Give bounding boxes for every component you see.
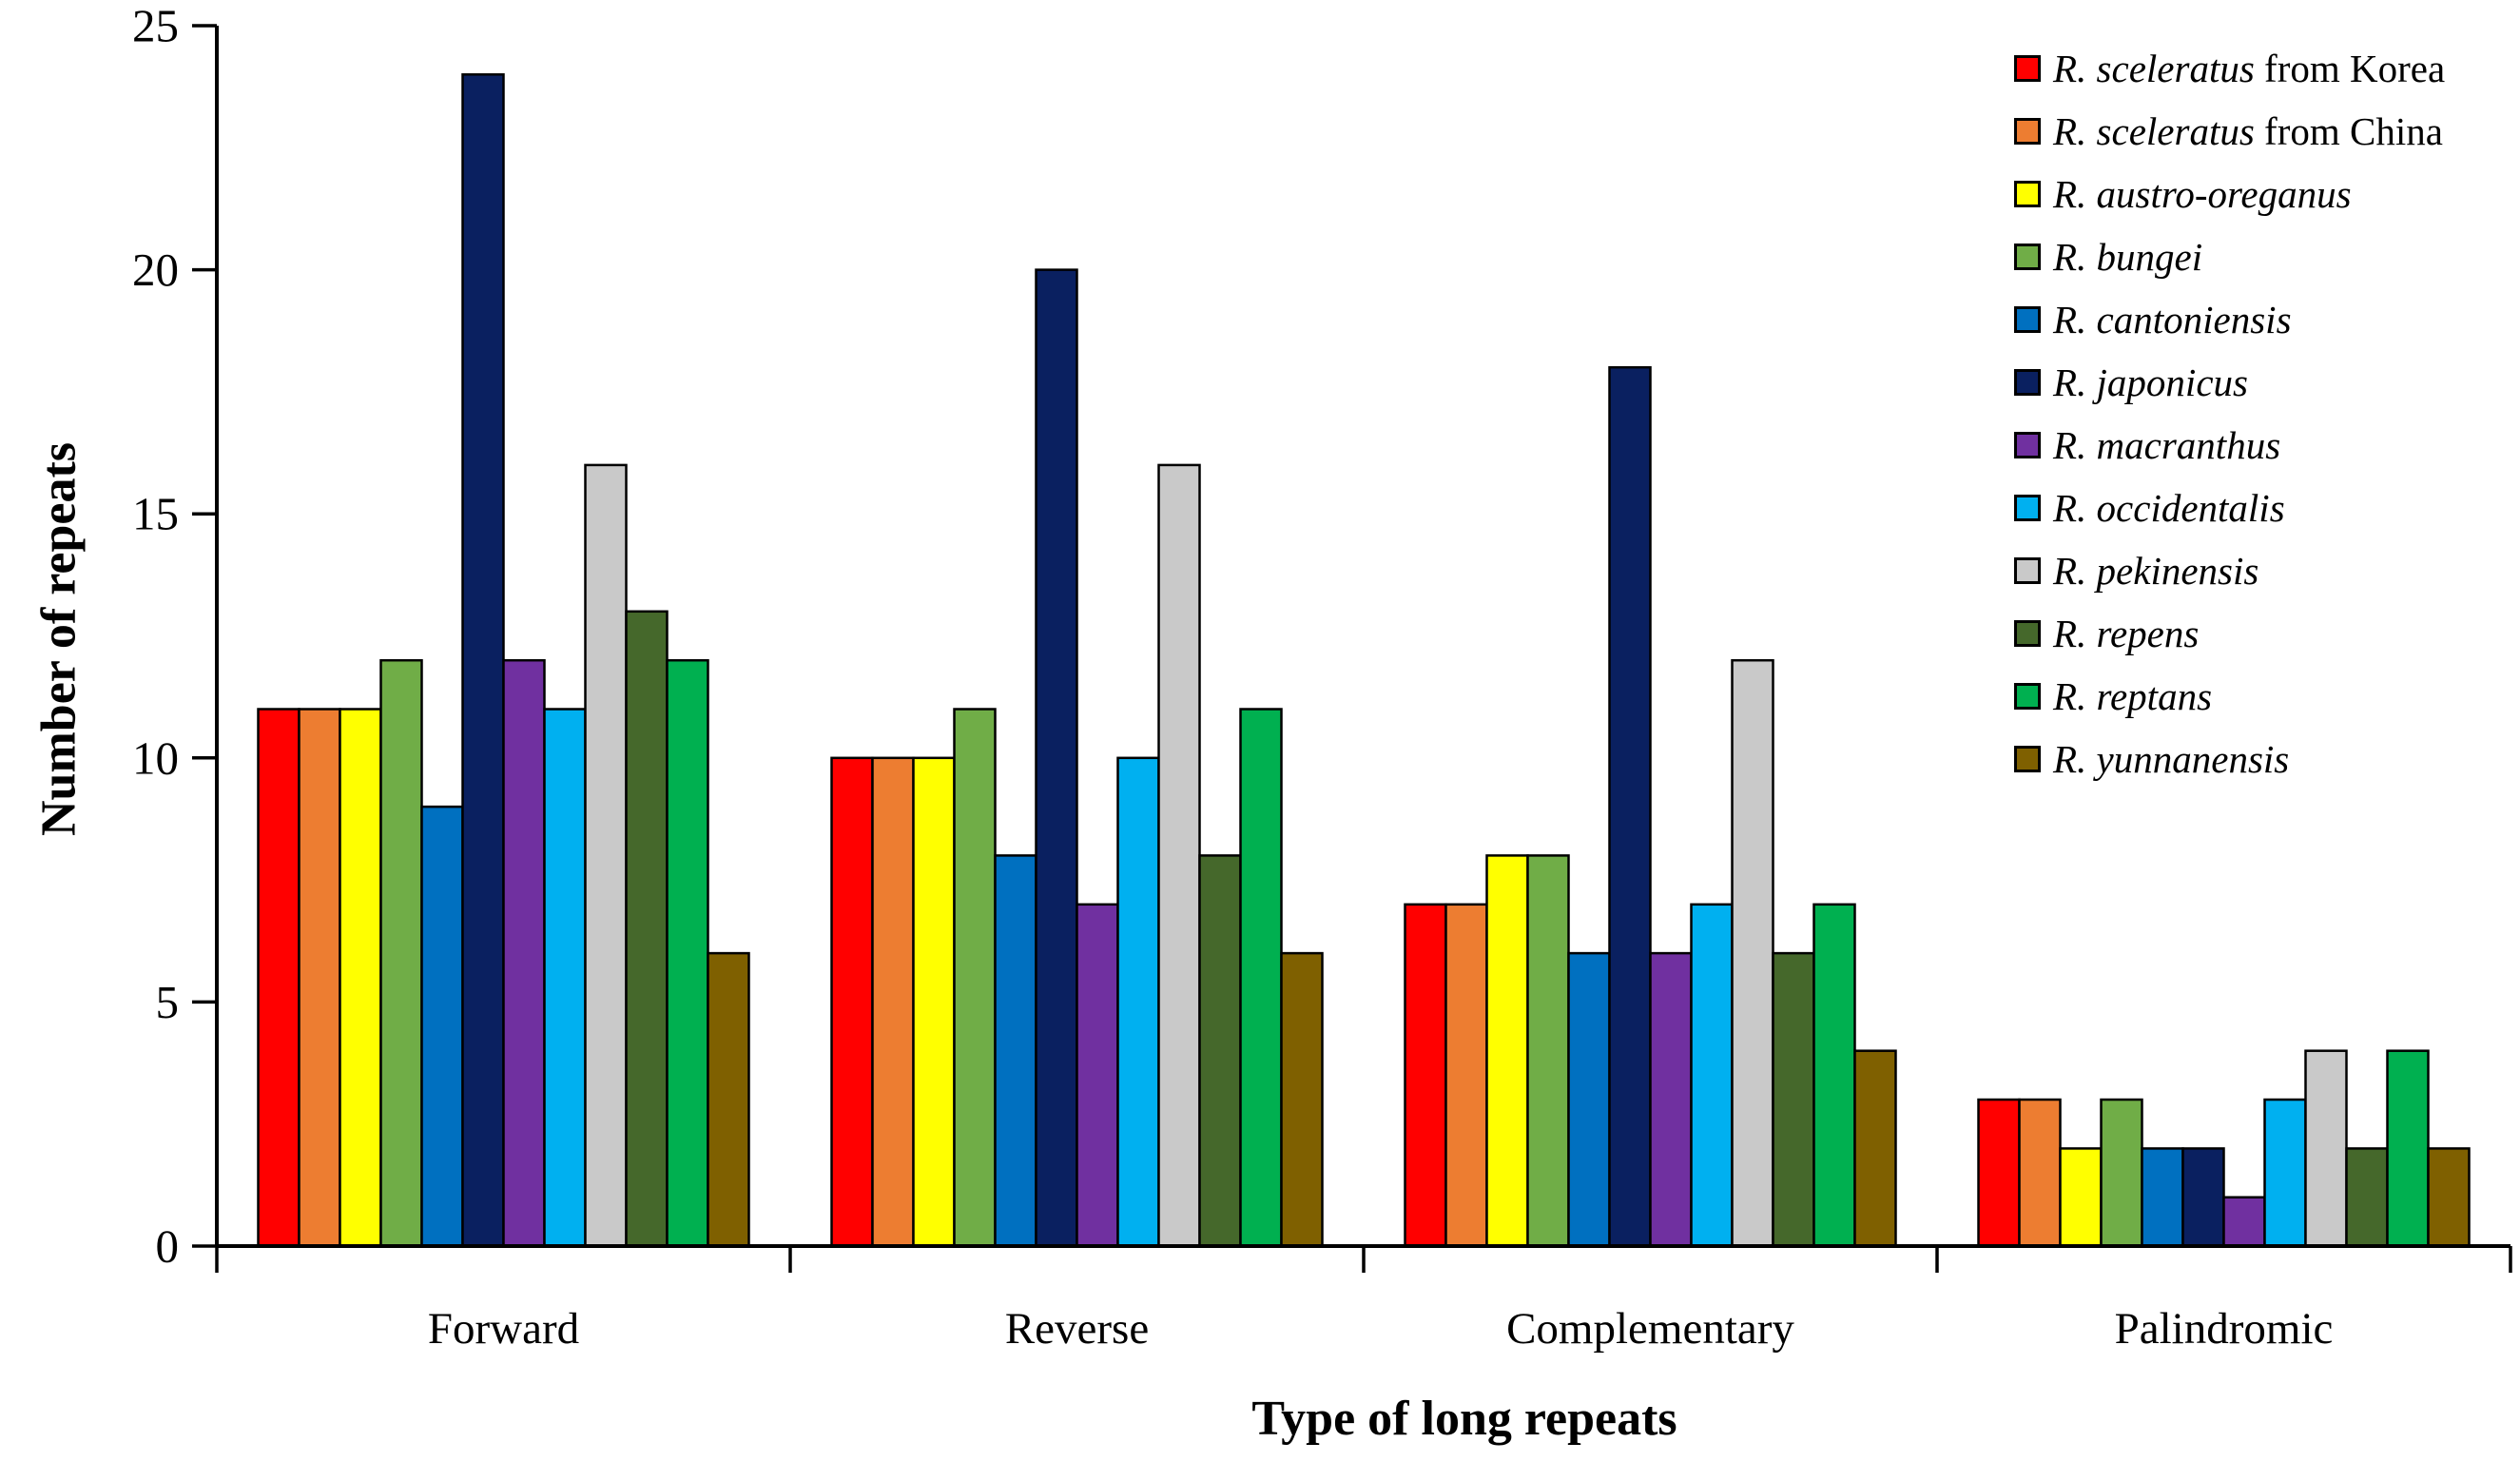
legend-swatch: [2014, 181, 2041, 207]
bar-forward-series11: [666, 658, 709, 1248]
legend-swatch: [2014, 55, 2041, 82]
bar-complementary-series2: [1444, 903, 1488, 1248]
bar-palindromic-series2: [2018, 1098, 2062, 1248]
legend-label: R. repens: [2053, 611, 2200, 655]
bar-reverse-series7: [1076, 903, 1119, 1248]
bar-palindromic-series10: [2345, 1147, 2389, 1248]
bar-reverse-series8: [1116, 756, 1160, 1248]
bar-complementary-series12: [1853, 1049, 1897, 1248]
legend-swatch: [2014, 746, 2041, 772]
bar-reverse-series3: [912, 756, 956, 1248]
bar-palindromic-series1: [1977, 1098, 2021, 1248]
bar-palindromic-series9: [2304, 1049, 2348, 1248]
category-label-forward: Forward: [428, 1304, 579, 1354]
y-tick-label: 5: [156, 976, 180, 1028]
legend-swatch: [2014, 118, 2041, 145]
bar-complementary-series9: [1731, 658, 1774, 1248]
legend-item-1: R. sceleratus from Korea: [2014, 37, 2445, 100]
category-label-reverse: Reverse: [1005, 1304, 1149, 1354]
legend-item-10: R. repens: [2014, 602, 2445, 665]
legend-swatch: [2014, 495, 2041, 521]
bar-palindromic-series3: [2059, 1147, 2103, 1248]
legend-swatch: [2014, 369, 2041, 396]
bar-reverse-series11: [1239, 708, 1283, 1248]
bar-forward-series10: [625, 610, 669, 1248]
legend: R. sceleratus from Korea R. sceleratus fr…: [2014, 37, 2445, 790]
y-axis-title: Number of repeats: [31, 441, 87, 837]
legend-item-2: R. sceleratus from China: [2014, 100, 2445, 163]
bar-forward-series1: [257, 708, 300, 1248]
legend-swatch: [2014, 244, 2041, 270]
legend-item-12: R. yunnanensis: [2014, 728, 2445, 790]
legend-label: R. cantoniensis: [2053, 297, 2292, 341]
legend-item-3: R. austro-oreganus: [2014, 163, 2445, 225]
legend-label: R. sceleratus from China: [2053, 108, 2443, 153]
bar-forward-series4: [379, 658, 423, 1248]
bar-palindromic-series7: [2222, 1196, 2266, 1248]
bar-reverse-series5: [994, 854, 1037, 1248]
legend-swatch: [2014, 557, 2041, 584]
bar-palindromic-series6: [2181, 1147, 2225, 1248]
bar-forward-series6: [461, 73, 505, 1248]
legend-item-8: R. occidentalis: [2014, 477, 2445, 539]
bar-palindromic-series8: [2263, 1098, 2307, 1248]
bar-complementary-series4: [1526, 854, 1570, 1248]
legend-label: R. japonicus: [2053, 360, 2248, 404]
bar-complementary-series6: [1608, 365, 1652, 1248]
bar-forward-series8: [543, 708, 587, 1248]
legend-swatch: [2014, 620, 2041, 647]
bar-palindromic-series5: [2141, 1147, 2184, 1248]
category-label-complementary: Complementary: [1506, 1304, 1794, 1354]
bar-complementary-series8: [1690, 903, 1734, 1248]
bar-complementary-series3: [1485, 854, 1529, 1248]
legend-item-5: R. cantoniensis: [2014, 288, 2445, 351]
bar-palindromic-series12: [2427, 1147, 2471, 1248]
y-tick-label: 10: [132, 731, 179, 784]
legend-swatch: [2014, 683, 2041, 710]
bar-reverse-series6: [1035, 268, 1078, 1248]
legend-label: R. macranthus: [2053, 422, 2281, 467]
bar-reverse-series4: [953, 708, 997, 1248]
legend-label: R. occidentalis: [2053, 485, 2285, 530]
bar-complementary-series11: [1812, 903, 1856, 1248]
y-tick-label: 0: [156, 1220, 180, 1273]
bar-reverse-series2: [871, 756, 915, 1248]
legend-label: R. pekinensis: [2053, 548, 2259, 593]
legend-swatch: [2014, 432, 2041, 458]
legend-item-6: R. japonicus: [2014, 351, 2445, 414]
legend-label: R. bungei: [2053, 234, 2203, 279]
bar-complementary-series5: [1567, 951, 1611, 1248]
bar-complementary-series10: [1772, 951, 1815, 1248]
legend-swatch: [2014, 306, 2041, 333]
legend-item-7: R. macranthus: [2014, 414, 2445, 477]
legend-label: R. yunnanensis: [2053, 736, 2290, 781]
bar-complementary-series1: [1404, 903, 1447, 1248]
legend-label: R. austro-oreganus: [2053, 171, 2352, 216]
bar-palindromic-series11: [2386, 1049, 2430, 1248]
legend-label: R. sceleratus from Korea: [2053, 46, 2446, 90]
y-tick-label: 15: [132, 488, 179, 540]
bar-forward-series12: [707, 951, 750, 1248]
bar-complementary-series7: [1649, 951, 1693, 1248]
legend-item-11: R. reptans: [2014, 665, 2445, 728]
x-axis-title: Type of long repeats: [1251, 1392, 1677, 1446]
bar-reverse-series12: [1280, 951, 1324, 1248]
y-tick-label: 20: [132, 244, 179, 296]
category-label-palindromic: Palindromic: [2115, 1304, 2334, 1354]
bar-reverse-series9: [1157, 463, 1201, 1248]
bar-forward-series5: [420, 805, 464, 1248]
bar-forward-series7: [502, 658, 546, 1248]
bar-reverse-series10: [1198, 854, 1242, 1248]
bar-forward-series3: [339, 708, 382, 1248]
bar-forward-series2: [298, 708, 341, 1248]
legend-label: R. reptans: [2053, 673, 2213, 718]
bar-palindromic-series4: [2100, 1098, 2143, 1248]
bar-forward-series9: [584, 463, 628, 1248]
y-tick-label: 25: [132, 0, 179, 52]
legend-item-4: R. bungei: [2014, 225, 2445, 288]
legend-item-9: R. pekinensis: [2014, 539, 2445, 602]
bar-reverse-series1: [830, 756, 874, 1248]
